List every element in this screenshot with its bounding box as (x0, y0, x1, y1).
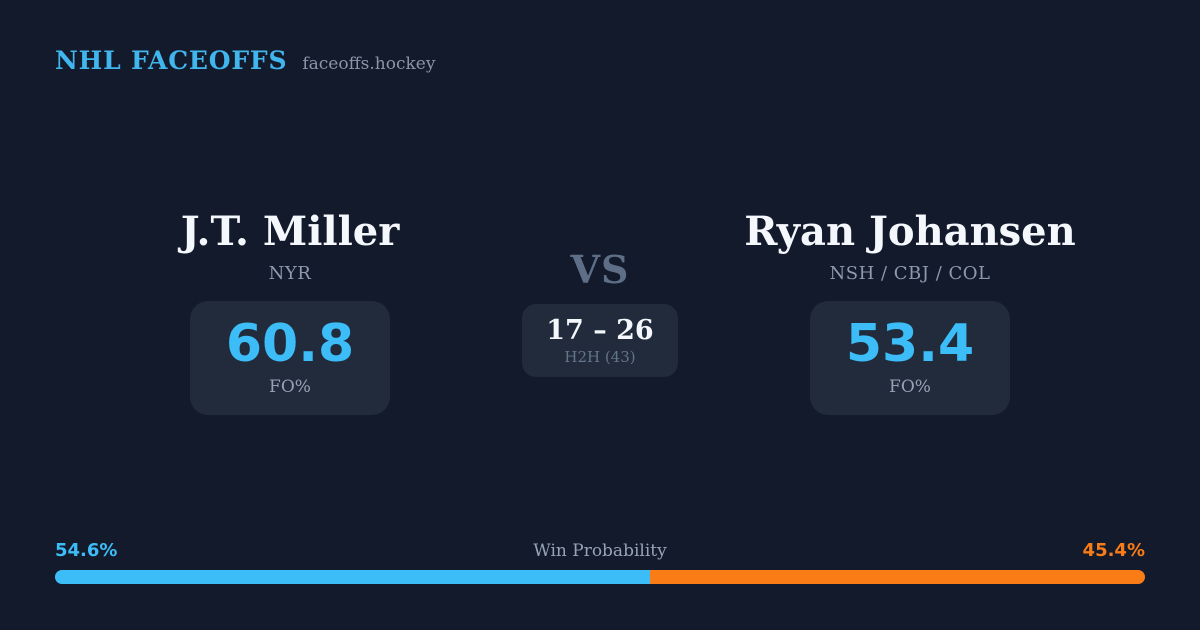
site-domain: faceoffs.hockey (302, 54, 436, 74)
h2h-box: 17 – 26 H2H (43) (522, 304, 678, 377)
player-left-stat-box: 60.8 FO% (189, 301, 391, 415)
player-right: Ryan Johansen NSH / CBJ / COL 53.4 FO% (700, 210, 1120, 415)
win-probability-labels: 54.6% Win Probability 45.4% (55, 540, 1145, 564)
h2h-label: H2H (43) (564, 347, 636, 366)
win-probability-section: 54.6% Win Probability 45.4% (55, 540, 1145, 584)
player-right-stat-label: FO% (889, 376, 931, 397)
brand-title: NHL FACEOFFS (55, 46, 288, 75)
player-left-teams: NYR (268, 263, 312, 284)
win-prob-right-pct: 45.4% (1082, 540, 1145, 561)
h2h-score: 17 – 26 (546, 315, 654, 346)
win-prob-left-pct: 54.6% (55, 540, 118, 561)
player-right-fo-pct: 53.4 (845, 314, 975, 374)
player-right-teams: NSH / CBJ / COL (829, 263, 991, 284)
player-left-stat-label: FO% (269, 376, 311, 397)
player-left-name: J.T. Miller (180, 208, 400, 255)
player-right-name: Ryan Johansen (744, 208, 1076, 255)
win-probability-bar (55, 570, 1145, 584)
player-right-stat-box: 53.4 FO% (809, 301, 1011, 415)
vs-label: VS (570, 247, 630, 292)
center-column: VS 17 – 26 H2H (43) (500, 210, 700, 415)
win-bar-right (650, 570, 1145, 584)
win-bar-left (55, 570, 651, 584)
win-prob-title: Win Probability (533, 541, 667, 561)
player-left-fo-pct: 60.8 (225, 314, 355, 374)
player-left: J.T. Miller NYR 60.8 FO% (80, 210, 500, 415)
matchup-row: J.T. Miller NYR 60.8 FO% VS 17 – 26 H2H … (0, 210, 1200, 415)
header: NHL FACEOFFS faceoffs.hockey (55, 46, 435, 75)
